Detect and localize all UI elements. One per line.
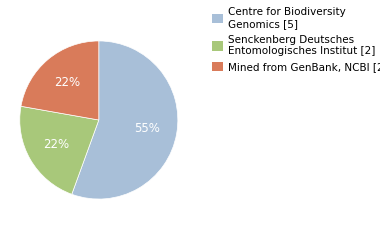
Text: 55%: 55% [134,122,160,135]
Wedge shape [20,106,99,194]
Legend: Centre for Biodiversity
Genomics [5], Senckenberg Deutsches
Entomologisches Inst: Centre for Biodiversity Genomics [5], Se… [211,5,380,74]
Text: 22%: 22% [43,138,70,151]
Wedge shape [21,41,99,120]
Text: 22%: 22% [54,76,80,89]
Wedge shape [72,41,178,199]
